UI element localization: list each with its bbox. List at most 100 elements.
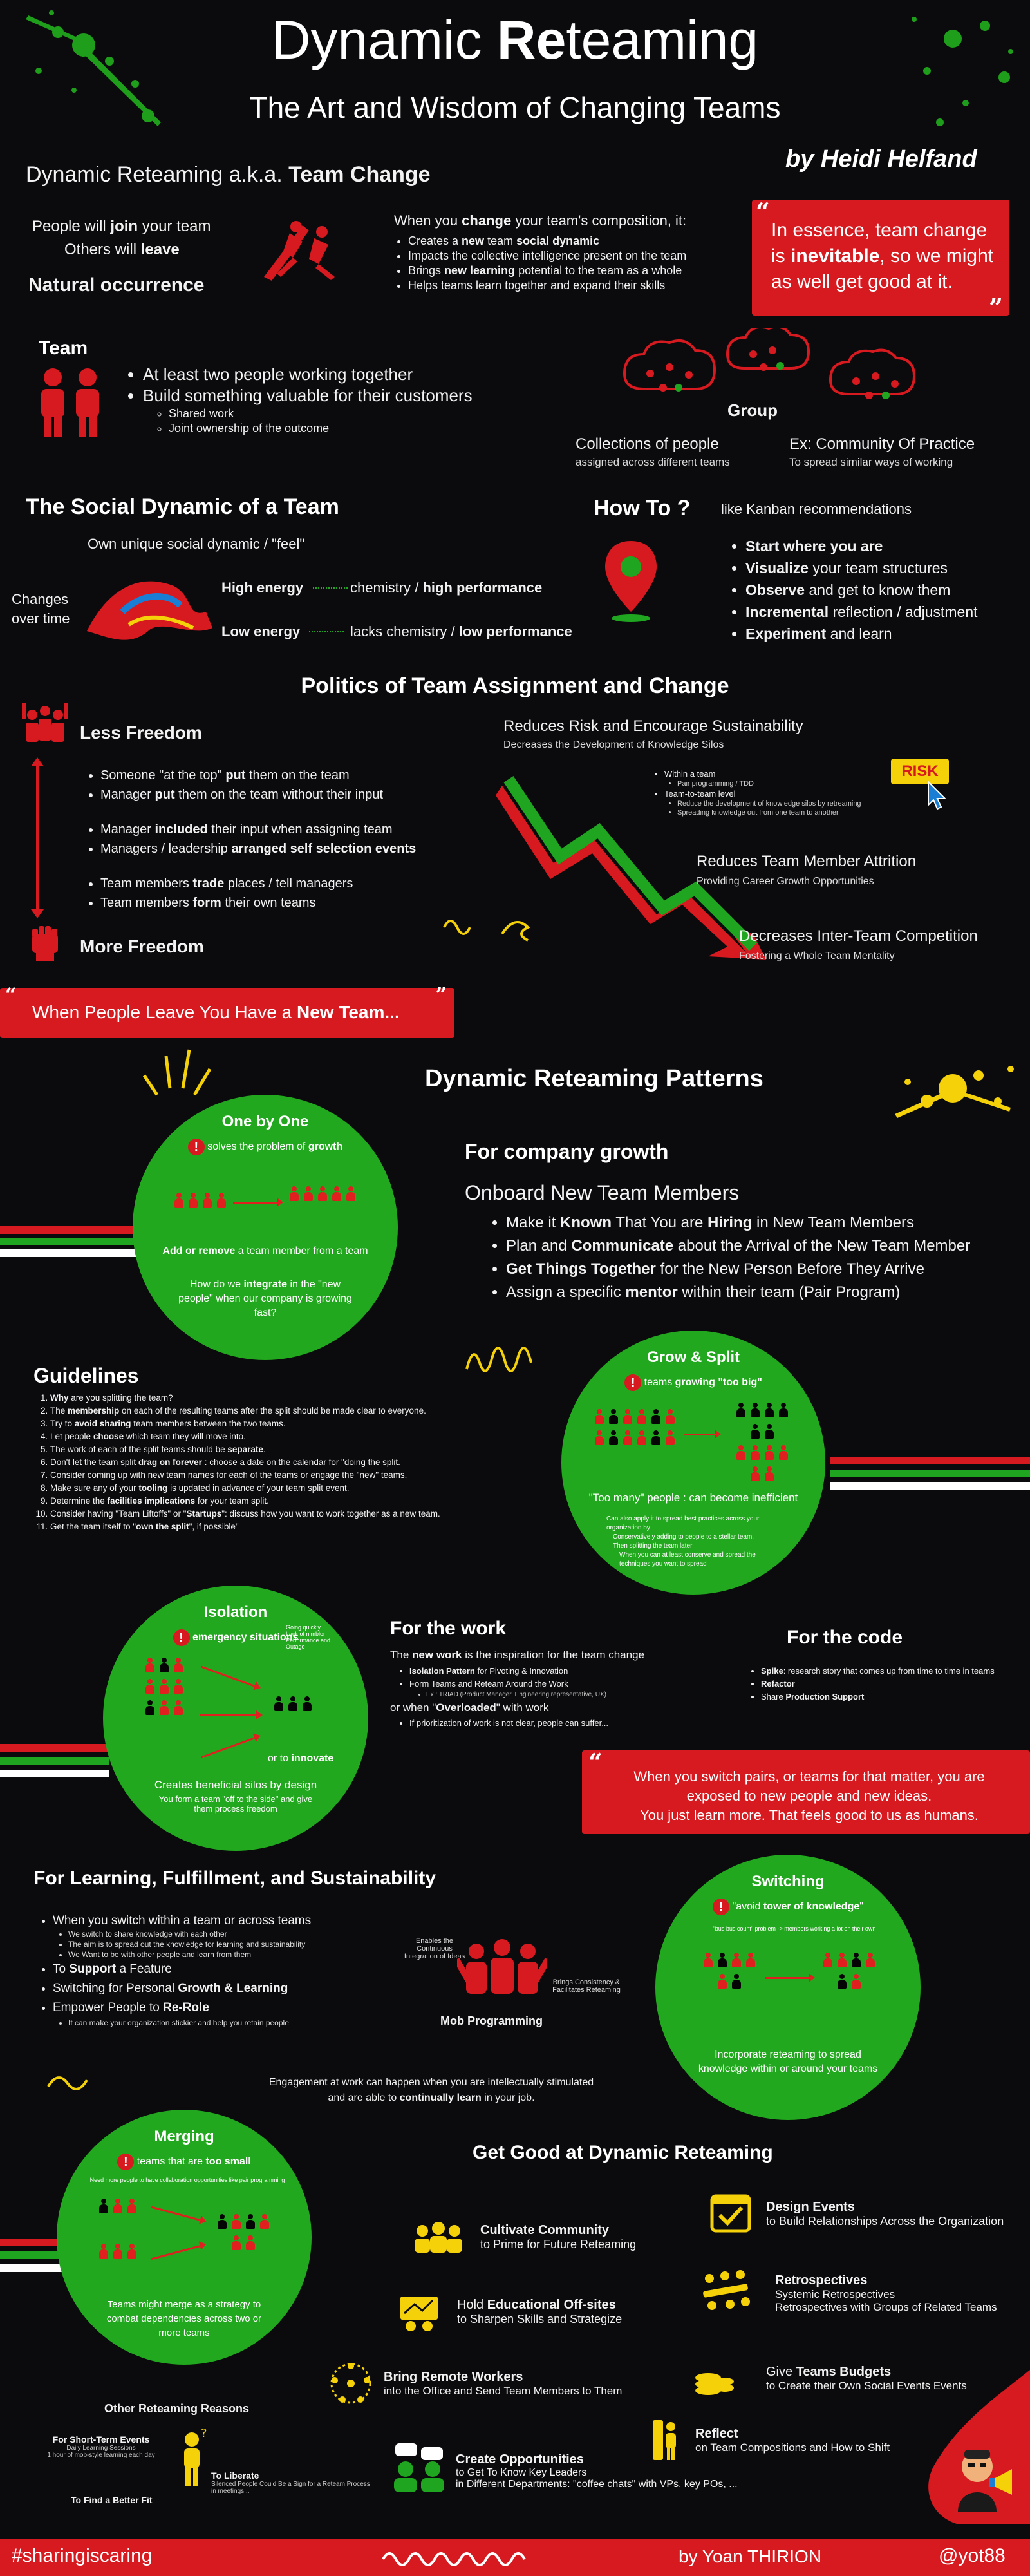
retro-item: Retrospectives Systemic Retrospectives R… [775, 2273, 997, 2314]
decor-stripe [0, 1249, 148, 1257]
grow-split-notes: Can also apply it to spread best practic… [606, 1515, 787, 1569]
politics-group-2: Manager included their input when assign… [86, 819, 416, 859]
t: and learn [826, 625, 892, 642]
t: put [154, 788, 175, 802]
t: Incremental [745, 603, 829, 620]
code-list: Spike: research story that comes up from… [747, 1664, 1030, 1704]
t: Plan and [506, 1237, 572, 1255]
t: is updated in advance of your team split… [167, 1483, 350, 1493]
mirror-person-icon [650, 2418, 679, 2463]
risk-title: Reduces Risk and Encourage Sustainabilit… [503, 717, 803, 735]
t: The work of each of the split teams shou… [50, 1444, 228, 1454]
t: Managers / leadership [100, 842, 232, 856]
politics-item: Manager included their input when assign… [100, 820, 416, 838]
t: emergency situations [192, 1632, 299, 1643]
t: in the "new people" when our company is … [178, 1279, 352, 1318]
intro-heading-bold: Team Change [288, 162, 431, 187]
t: where you are [779, 538, 883, 554]
intro-bullet: Helps teams learn together and expand th… [408, 279, 754, 292]
high-energy: High energy [221, 580, 304, 596]
split-arrow-icon [684, 1430, 721, 1439]
intro-bullet: Creates a new team social dynamic [408, 234, 754, 248]
isolation-circle: Isolation ! emergency situations Going q… [103, 1586, 368, 1851]
chat-people-icon [390, 2441, 448, 2492]
green-splash-left [13, 0, 180, 142]
t: your team structures [809, 560, 948, 576]
whiteboard-icon [397, 2294, 442, 2333]
t: and are able to [328, 2092, 400, 2103]
guideline-item: Determine the facilities implications fo… [50, 1495, 552, 1507]
howto-item: Visualize your team structures [745, 558, 978, 578]
t: and get to know them [805, 582, 951, 598]
alert-icon: ! [117, 2154, 135, 2170]
map-pin-icon [605, 541, 657, 625]
t: new [462, 234, 485, 247]
social-title: The Social Dynamic of a Team [26, 495, 339, 519]
grow-split-circle: Grow & Split ! teams growing "too big" "… [561, 1331, 825, 1595]
overloaded-item: If prioritization of work is not clear, … [409, 1718, 608, 1728]
t: into the Office and Send Team Members to… [384, 2385, 623, 2397]
yellow-rays-icon [138, 1037, 215, 1101]
code-title: For the code [787, 1627, 903, 1648]
people-group-icon [270, 1695, 315, 1716]
quote-close-icon: ” [435, 984, 447, 1007]
t: Manager [100, 788, 155, 802]
howto-item: Incremental reflection / adjustment [745, 601, 978, 622]
mob-right-note: Brings Consistency & Facilitates Reteami… [552, 1978, 621, 1994]
switching-sub: "bus bus count" problem -> members worki… [713, 1926, 876, 1932]
page-title: Dynamic Reteaming [0, 9, 1030, 71]
t: Retrospectives [775, 2273, 868, 2287]
patterns-title: Dynamic Reteaming Patterns [425, 1065, 763, 1092]
quote-close-icon: ” [989, 293, 1003, 322]
attrition-title: Reduces Team Member Attrition [697, 853, 917, 870]
community-label: Ex: Community Of Practice To spread simi… [789, 435, 975, 469]
quote-line: When you switch pairs, or teams for that… [633, 1768, 985, 1804]
t: Hold [457, 2298, 487, 2312]
intro-bullet-list: Creates a new team social dynamicImpacts… [394, 234, 754, 292]
t: places / tell managers [224, 876, 353, 891]
cursor-click-icon [922, 779, 950, 811]
t: Teams Budgets [796, 2365, 892, 2379]
decor-stripe [830, 1457, 1030, 1464]
t: Get Things Together [506, 1260, 656, 1278]
t: That You are [612, 1214, 708, 1231]
t: Consider coming up with new team names f… [50, 1470, 407, 1480]
decor-stripe [830, 1470, 1030, 1477]
merging-sub: Need more people to have collaboration o… [89, 2177, 285, 2183]
t: trade [192, 876, 225, 891]
t: them on the team without their input [174, 788, 384, 802]
t: facilities implications [107, 1496, 196, 1506]
politics-item: Managers / leadership arranged self sele… [100, 840, 416, 858]
work-item: Isolation Pattern for Pivoting & Innovat… [409, 1665, 568, 1677]
t: Helps teams learn together and expand th… [408, 279, 666, 292]
coins-icon [691, 2360, 736, 2398]
high-arrow [313, 587, 348, 589]
quote-text: In essence, team change is inevitable, s… [771, 218, 994, 295]
offsite-title: Hold Educational Off-sites [457, 2298, 622, 2313]
high-result: chemistry / high performance [350, 580, 542, 596]
t: are you splitting the team? [68, 1393, 173, 1403]
footer-bar [0, 2539, 1030, 2576]
isolation-arrow-icon [201, 1736, 256, 1759]
group-hands-icon [19, 702, 71, 753]
title-part: Dynamic [271, 10, 497, 70]
people-group-icon [820, 1951, 878, 1994]
t: Consider having "Team Liftoffs" or " [50, 1509, 187, 1519]
t: chemistry / [350, 580, 423, 596]
t: Educational Off-sites [487, 2298, 616, 2312]
merge-arrow-icon [151, 2244, 202, 2260]
note: Can also apply it to spread best practic… [606, 1515, 760, 1531]
decor-stripe [0, 1770, 109, 1777]
group-label: Group [727, 401, 778, 420]
t: on each of the resulting teams after the… [119, 1406, 426, 1416]
t: choose [93, 1432, 124, 1441]
people-group-icon [287, 1185, 358, 1206]
budget-title: Give Teams Budgets [766, 2365, 967, 2380]
thinking-person-icon: ? [173, 2427, 211, 2487]
t: Team members [100, 876, 193, 891]
t: Team members [100, 896, 193, 910]
switching-circle: Switching ! "avoid tower of knowledge" "… [655, 1855, 921, 2120]
t: Why [50, 1393, 69, 1403]
work-sub-list: Ex : TRIAD (Product Manager, Engineering… [412, 1690, 606, 1700]
t: your team [138, 218, 211, 235]
